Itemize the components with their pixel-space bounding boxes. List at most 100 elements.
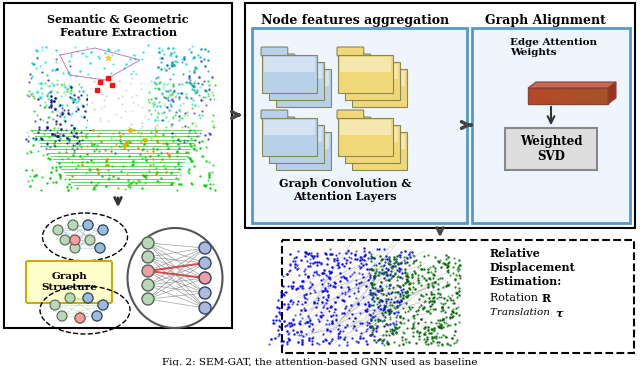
- Bar: [271, 64, 322, 79]
- Bar: [561, 88, 562, 104]
- Circle shape: [68, 220, 78, 230]
- Bar: [596, 88, 597, 104]
- Bar: [269, 125, 324, 163]
- Bar: [555, 88, 556, 104]
- Bar: [583, 88, 584, 104]
- Circle shape: [92, 311, 102, 321]
- Bar: [591, 88, 592, 104]
- FancyBboxPatch shape: [337, 110, 364, 119]
- Circle shape: [70, 235, 80, 245]
- Bar: [590, 88, 591, 104]
- Bar: [541, 88, 542, 104]
- Bar: [548, 88, 549, 104]
- Bar: [571, 88, 572, 104]
- Bar: [543, 88, 544, 104]
- Bar: [539, 88, 540, 104]
- Bar: [340, 57, 391, 72]
- Text: τ: τ: [555, 308, 563, 319]
- Bar: [560, 88, 561, 104]
- Text: Displacement: Displacement: [490, 262, 576, 273]
- Bar: [556, 88, 557, 104]
- Circle shape: [50, 300, 60, 310]
- Text: Estimation:: Estimation:: [490, 276, 563, 287]
- Circle shape: [70, 243, 80, 253]
- Bar: [340, 120, 391, 135]
- Bar: [535, 88, 536, 104]
- Polygon shape: [608, 82, 616, 104]
- Text: Relative: Relative: [490, 248, 541, 259]
- Bar: [568, 88, 569, 104]
- Bar: [505, 128, 597, 170]
- Bar: [607, 88, 608, 104]
- Bar: [586, 88, 587, 104]
- Text: Node features aggregation: Node features aggregation: [261, 14, 449, 27]
- Bar: [536, 88, 537, 104]
- Bar: [545, 88, 546, 104]
- Bar: [529, 88, 530, 104]
- Bar: [528, 88, 529, 104]
- Bar: [566, 88, 567, 104]
- Bar: [602, 88, 603, 104]
- Bar: [574, 88, 575, 104]
- Text: Graph
Structure: Graph Structure: [41, 272, 97, 292]
- Bar: [576, 88, 577, 104]
- Circle shape: [142, 237, 154, 249]
- Circle shape: [60, 235, 70, 245]
- Circle shape: [85, 235, 95, 245]
- Bar: [552, 88, 553, 104]
- Bar: [534, 88, 535, 104]
- Circle shape: [98, 225, 108, 235]
- FancyBboxPatch shape: [261, 110, 288, 119]
- Bar: [565, 88, 566, 104]
- Bar: [592, 88, 593, 104]
- Bar: [542, 88, 543, 104]
- FancyBboxPatch shape: [268, 54, 295, 63]
- Bar: [338, 55, 393, 93]
- Bar: [584, 88, 585, 104]
- Bar: [570, 88, 571, 104]
- Circle shape: [98, 300, 108, 310]
- Bar: [262, 118, 317, 156]
- FancyBboxPatch shape: [351, 124, 378, 133]
- Bar: [345, 125, 400, 163]
- Bar: [549, 88, 550, 104]
- Circle shape: [142, 265, 154, 277]
- Bar: [575, 88, 576, 104]
- Bar: [557, 88, 558, 104]
- Bar: [278, 71, 329, 86]
- Text: Semantic & Geometric
Feature Extraction: Semantic & Geometric Feature Extraction: [47, 14, 189, 38]
- Bar: [582, 88, 583, 104]
- Bar: [532, 88, 533, 104]
- Bar: [245, 3, 635, 228]
- Circle shape: [75, 313, 85, 323]
- Bar: [601, 88, 602, 104]
- Bar: [599, 88, 600, 104]
- Bar: [606, 88, 607, 104]
- Bar: [587, 88, 588, 104]
- Bar: [544, 88, 545, 104]
- Bar: [530, 88, 531, 104]
- Bar: [597, 88, 598, 104]
- Polygon shape: [528, 82, 616, 88]
- FancyBboxPatch shape: [261, 47, 288, 56]
- Bar: [605, 88, 606, 104]
- Bar: [20, 38, 220, 193]
- FancyBboxPatch shape: [275, 61, 301, 70]
- Circle shape: [95, 243, 105, 253]
- Bar: [531, 88, 532, 104]
- Bar: [276, 69, 331, 107]
- Text: R: R: [542, 293, 551, 304]
- Bar: [278, 134, 329, 149]
- Bar: [352, 69, 407, 107]
- Bar: [262, 55, 317, 93]
- Bar: [559, 88, 560, 104]
- Bar: [593, 88, 594, 104]
- FancyBboxPatch shape: [337, 47, 364, 56]
- Bar: [564, 88, 565, 104]
- FancyBboxPatch shape: [275, 124, 301, 133]
- Bar: [563, 88, 564, 104]
- Bar: [472, 28, 630, 223]
- Bar: [578, 88, 579, 104]
- Bar: [573, 88, 574, 104]
- Bar: [546, 88, 547, 104]
